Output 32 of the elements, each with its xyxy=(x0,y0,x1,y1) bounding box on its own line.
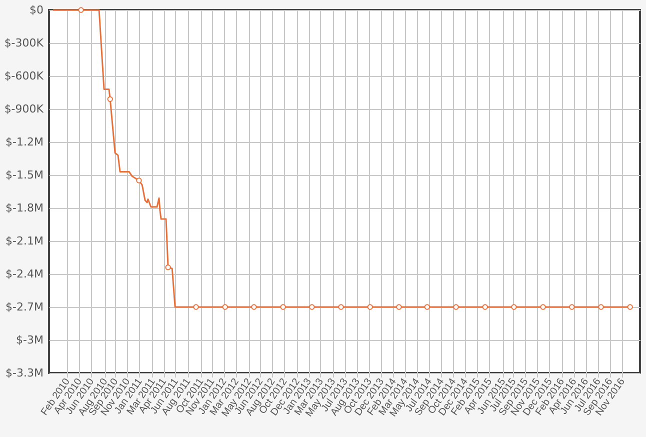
point xyxy=(222,304,228,310)
y-tick-label: $-2.4M xyxy=(6,268,44,280)
point xyxy=(193,304,199,310)
y-tick-label: $-3M xyxy=(16,334,44,346)
point xyxy=(78,7,84,13)
y-tick-label: $0 xyxy=(30,4,44,16)
point xyxy=(251,304,257,310)
point xyxy=(309,304,315,310)
y-tick-label: $-1.5M xyxy=(6,168,44,182)
point xyxy=(627,304,633,310)
point xyxy=(453,304,459,310)
point xyxy=(280,304,286,310)
y-tick-label: $-3.3M xyxy=(6,366,44,380)
y-tick-label: $-1.2M xyxy=(6,136,44,148)
point xyxy=(396,304,402,310)
y-tick-label: $-900K xyxy=(4,102,44,116)
point xyxy=(107,96,113,102)
y-tick-label: $-600K xyxy=(4,70,44,82)
point xyxy=(424,304,430,310)
point xyxy=(569,304,575,310)
point xyxy=(136,178,142,184)
point xyxy=(165,264,171,270)
point xyxy=(598,304,604,310)
point xyxy=(540,304,546,310)
y-tick-label: $-2.7M xyxy=(6,300,44,314)
point xyxy=(511,304,517,310)
point xyxy=(338,304,344,310)
y-tick-label: $-2.1M xyxy=(6,234,44,248)
y-tick-label: $-300K xyxy=(4,36,44,50)
point xyxy=(367,304,373,310)
y-tick-label: $-1.8M xyxy=(6,202,44,214)
point xyxy=(482,304,488,310)
